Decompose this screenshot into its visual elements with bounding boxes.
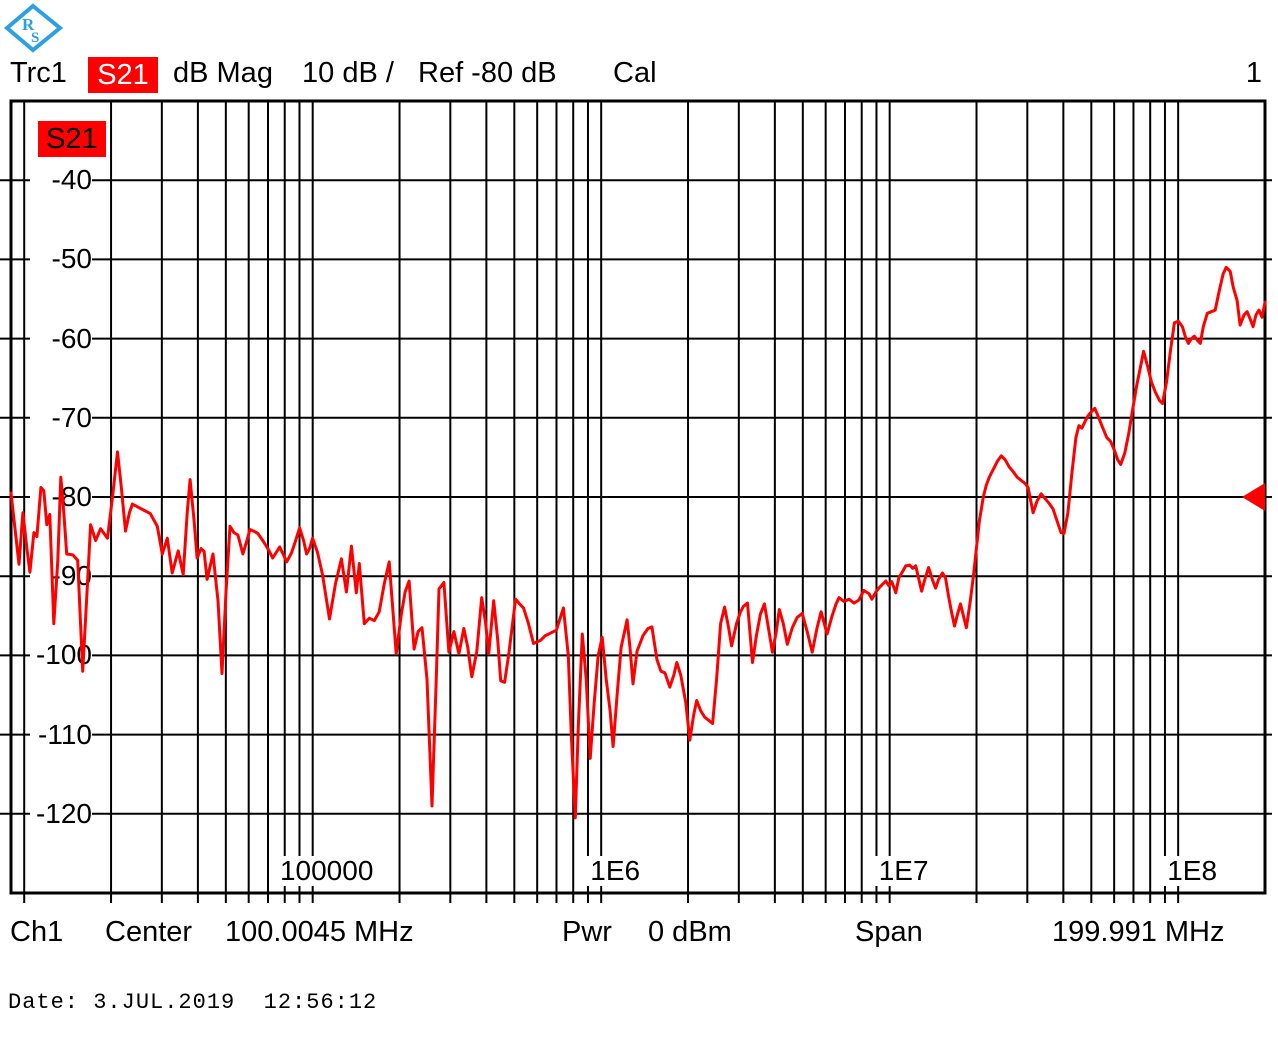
svg-text:R: R [22, 15, 35, 34]
date-time-stamp: Date: 3.JUL.2019 12:56:12 [8, 990, 378, 1015]
power-label: Pwr [562, 916, 612, 948]
power-value: 0 dBm [648, 916, 732, 948]
y-tick-label: -50 [30, 244, 92, 275]
x-tick-label: 1E8 [1160, 856, 1225, 886]
y-tick-label: -110 [30, 719, 92, 750]
trace-name-label: Trc1 [10, 57, 67, 89]
x-tick-label: 100000 [271, 856, 382, 886]
center-label: Center [105, 916, 193, 948]
ref-level-arrow [1242, 483, 1265, 511]
ref-level-label: Ref -80 dB [418, 57, 557, 89]
channel-label: Ch1 [10, 916, 64, 948]
window-number: 1 [1245, 57, 1262, 89]
scale-label: 10 dB / [302, 57, 394, 89]
rs-logo: R S [3, 3, 64, 53]
x-tick-label: 1E6 [583, 856, 648, 886]
cal-label: Cal [613, 57, 657, 89]
x-tick-label: 1E7 [871, 856, 936, 886]
span-value: 199.991 MHz [1052, 916, 1225, 948]
y-tick-label: -40 [30, 165, 92, 196]
measurement-badge: S21 [88, 57, 158, 93]
y-tick-label: -70 [30, 402, 92, 433]
center-value: 100.0045 MHz [225, 916, 414, 948]
format-label: dB Mag [173, 57, 273, 89]
y-tick-label: -120 [30, 798, 92, 829]
plot-trace-badge: S21 [38, 121, 106, 157]
s21-trace [9, 265, 1267, 820]
span-label: Span [855, 916, 923, 948]
y-tick-label: -60 [30, 323, 92, 354]
svg-text:S: S [31, 30, 39, 46]
